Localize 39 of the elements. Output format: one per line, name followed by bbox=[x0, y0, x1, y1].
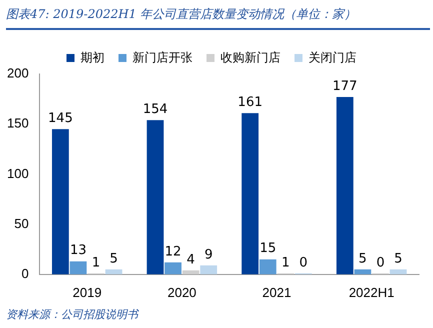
data-label: 0 bbox=[299, 255, 308, 270]
legend-label: 期初 bbox=[80, 50, 104, 64]
x-tick-label: 2020 bbox=[167, 284, 196, 300]
chart-title: 图表47: 2019-2022H1 年公司直营店数量变动情况（单位：家） bbox=[6, 6, 430, 30]
data-label: 12 bbox=[164, 244, 182, 260]
bar bbox=[70, 261, 87, 274]
data-label: 5 bbox=[110, 251, 118, 266]
data-label: 154 bbox=[142, 102, 168, 117]
data-label: 4 bbox=[186, 252, 195, 268]
bar bbox=[164, 262, 182, 274]
bar bbox=[52, 129, 69, 274]
data-label: 1 bbox=[282, 255, 290, 270]
bar bbox=[336, 97, 354, 274]
x-tick-label: 2022H1 bbox=[348, 284, 394, 300]
legend-label: 收购新门店 bbox=[220, 50, 280, 64]
data-label: 15 bbox=[260, 241, 276, 256]
data-label: 13 bbox=[70, 243, 86, 258]
y-tick-label: 0 bbox=[21, 266, 29, 281]
data-label: 9 bbox=[204, 247, 213, 262]
data-label: 0 bbox=[376, 255, 385, 270]
x-tick-label: 2021 bbox=[262, 284, 292, 300]
bar bbox=[200, 265, 218, 274]
text: 资料来源：公司招股说明书 bbox=[6, 307, 138, 322]
data-label: 5 bbox=[394, 251, 402, 266]
data-label: 161 bbox=[238, 94, 263, 110]
data-label: 1 bbox=[92, 255, 100, 270]
y-tick-label: 150 bbox=[6, 116, 29, 131]
data-label: 177 bbox=[332, 78, 358, 94]
data-label: 5 bbox=[358, 251, 367, 266]
y-tick-label: 50 bbox=[14, 216, 29, 231]
y-tick-label: 100 bbox=[6, 166, 29, 181]
legend-label: 新门店开张 bbox=[132, 50, 192, 64]
legend-label: 关闭门店 bbox=[308, 50, 356, 64]
y-tick-label: 200 bbox=[6, 66, 29, 81]
data-label: 145 bbox=[48, 110, 73, 126]
bar bbox=[242, 113, 259, 274]
bar bbox=[146, 120, 164, 274]
bar bbox=[259, 259, 276, 274]
x-tick-label: 2019 bbox=[72, 284, 102, 300]
